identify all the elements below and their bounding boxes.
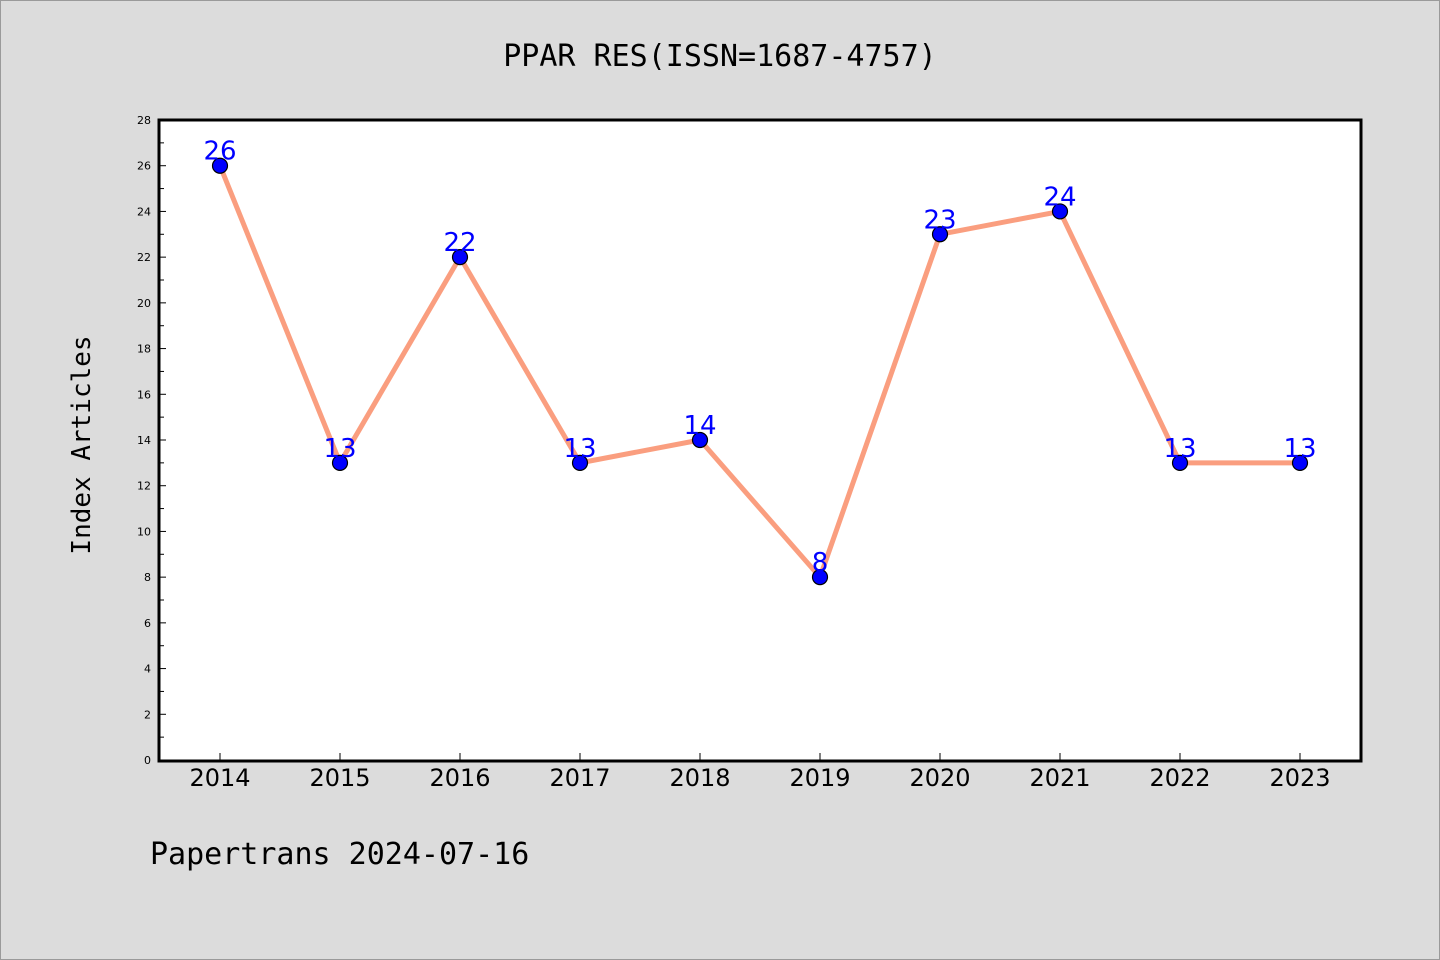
data-point: [1171, 454, 1189, 471]
data-label: 23: [923, 205, 956, 235]
y-tick-label: 26: [137, 160, 151, 173]
plot-area: [157, 118, 1363, 763]
data-point: [691, 431, 709, 449]
y-axis-label: Index Articles: [67, 335, 97, 554]
data-point: [451, 249, 469, 266]
x-tick-label: 2018: [669, 764, 730, 792]
data-label: 14: [683, 411, 716, 441]
x-tick-label: 2022: [1149, 764, 1210, 792]
data-point: [571, 454, 589, 471]
marker-layer: [211, 157, 1309, 586]
y-tick-label: 4: [144, 663, 151, 676]
data-point: [931, 226, 949, 243]
data-label: 13: [563, 434, 596, 464]
x-tick-label: 2016: [429, 764, 490, 792]
y-tick-label: 18: [137, 343, 151, 356]
chart-title: PPAR RES(ISSN=1687-4757): [503, 39, 936, 74]
x-tick-label: 2014: [189, 764, 250, 792]
data-point: [211, 157, 229, 174]
y-tick-label: 16: [137, 388, 151, 401]
data-label: 24: [1043, 182, 1076, 212]
data-label: 22: [443, 228, 476, 258]
data-point: [331, 454, 349, 471]
x-tick-label: 2015: [309, 764, 370, 792]
data-point: [811, 569, 829, 586]
y-tick-label: 12: [137, 480, 151, 493]
y-tick-label: 24: [137, 205, 151, 218]
y-tick-label: 8: [144, 571, 151, 584]
data-label: 8: [812, 548, 829, 578]
x-tick-label: 2019: [789, 764, 850, 792]
y-tick-label: 10: [137, 525, 151, 538]
y-tick-label: 6: [144, 617, 151, 630]
data-label: 13: [1283, 434, 1316, 464]
y-tick-label: 20: [137, 297, 151, 310]
x-axis: 2014 2015 2016 2017 2018 2019 2020 2021 2022 2023: [189, 753, 1331, 792]
data-label: 26: [203, 137, 236, 167]
x-tick-label: 2023: [1269, 764, 1330, 792]
y-tick-label: 0: [144, 754, 151, 767]
data-label: 13: [1163, 434, 1196, 464]
x-tick-label: 2017: [549, 764, 610, 792]
series-line: [217, 163, 1303, 580]
series-layer: [217, 163, 1303, 580]
y-tick-label: 22: [137, 251, 151, 264]
data-point: [1291, 454, 1309, 471]
footer-text: Papertrans 2024-07-16: [150, 837, 529, 872]
y-tick-label: 28: [137, 114, 151, 127]
x-tick-label: 2021: [1029, 764, 1090, 792]
data-point: [1051, 203, 1069, 220]
data-label-layer: 26 13 22 13 14 8 23 24 13 13: [203, 137, 1316, 578]
y-tick-label: 2: [144, 708, 151, 721]
data-label: 13: [323, 434, 356, 464]
x-tick-label: 2020: [909, 764, 970, 792]
y-tick-label: 14: [137, 434, 151, 447]
